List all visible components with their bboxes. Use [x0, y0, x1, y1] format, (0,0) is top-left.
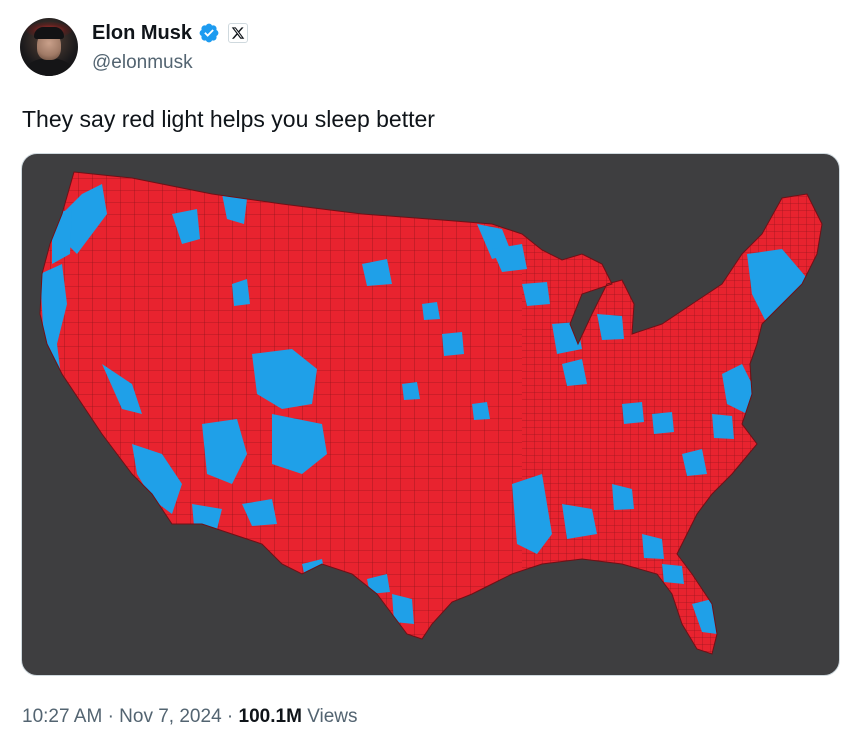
verified-badge-icon[interactable]	[198, 22, 220, 44]
us-county-map-icon	[39, 171, 823, 655]
views-count[interactable]: 100.1M	[238, 706, 302, 727]
tweet-header: Elon Musk @elonmusk	[20, 18, 840, 78]
avatar[interactable]	[20, 18, 78, 76]
author-handle[interactable]: @elonmusk	[92, 52, 193, 73]
tweet-date[interactable]: Nov 7, 2024	[119, 706, 222, 727]
tweet-media-image[interactable]	[21, 153, 840, 676]
tweet-meta: 10:27 AM · Nov 7, 2024 · 100.1M Views	[22, 704, 358, 730]
author-name[interactable]: Elon Musk	[92, 22, 193, 44]
meta-separator: ·	[226, 706, 234, 727]
views-label: Views	[307, 706, 358, 727]
avatar-cap	[34, 27, 64, 39]
tweet-time[interactable]: 10:27 AM	[22, 706, 103, 727]
avatar-shirt	[24, 58, 74, 76]
x-affiliate-badge-icon[interactable]	[228, 23, 249, 43]
name-row: Elon Musk	[92, 20, 249, 46]
meta-separator: ·	[107, 706, 114, 727]
tweet-text: They say red light helps you sleep bette…	[22, 106, 435, 132]
